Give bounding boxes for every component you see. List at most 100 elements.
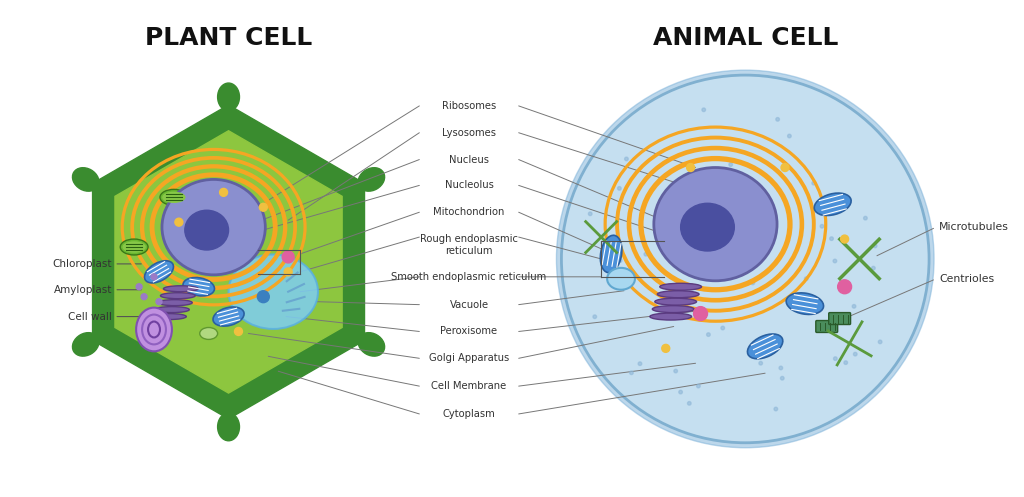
Text: Vacuole: Vacuole xyxy=(450,300,488,310)
Ellipse shape xyxy=(162,179,265,275)
Ellipse shape xyxy=(161,293,196,299)
Ellipse shape xyxy=(693,307,708,321)
Ellipse shape xyxy=(151,274,157,280)
Ellipse shape xyxy=(682,254,686,258)
Ellipse shape xyxy=(285,268,292,276)
Ellipse shape xyxy=(863,216,867,220)
Circle shape xyxy=(556,70,934,448)
Ellipse shape xyxy=(834,259,837,263)
Text: Ribosomes: Ribosomes xyxy=(442,101,497,111)
Ellipse shape xyxy=(120,239,148,255)
Ellipse shape xyxy=(234,328,243,335)
Ellipse shape xyxy=(829,237,834,241)
Ellipse shape xyxy=(358,167,385,191)
Ellipse shape xyxy=(257,291,269,303)
Ellipse shape xyxy=(657,291,699,298)
Ellipse shape xyxy=(638,362,642,365)
Ellipse shape xyxy=(358,332,385,356)
Ellipse shape xyxy=(805,277,808,280)
Ellipse shape xyxy=(674,369,678,373)
Ellipse shape xyxy=(681,250,685,254)
Ellipse shape xyxy=(650,313,691,320)
Ellipse shape xyxy=(617,186,622,190)
Ellipse shape xyxy=(844,361,848,364)
Text: PLANT CELL: PLANT CELL xyxy=(145,26,312,50)
Ellipse shape xyxy=(779,366,782,370)
Ellipse shape xyxy=(776,118,779,121)
Text: Nucleolus: Nucleolus xyxy=(444,180,494,190)
Ellipse shape xyxy=(671,243,675,247)
Text: Golgi Apparatus: Golgi Apparatus xyxy=(429,353,509,363)
Ellipse shape xyxy=(652,306,694,313)
Ellipse shape xyxy=(183,277,214,296)
Circle shape xyxy=(561,75,929,443)
Ellipse shape xyxy=(664,203,668,207)
Text: Peroxisome: Peroxisome xyxy=(440,327,498,336)
Ellipse shape xyxy=(618,259,622,262)
Ellipse shape xyxy=(144,261,173,283)
Ellipse shape xyxy=(812,181,815,185)
Ellipse shape xyxy=(759,361,763,365)
Ellipse shape xyxy=(679,390,682,394)
Ellipse shape xyxy=(163,192,184,202)
Text: ANIMAL CELL: ANIMAL CELL xyxy=(652,26,838,50)
Ellipse shape xyxy=(659,283,701,290)
Ellipse shape xyxy=(654,298,696,305)
Ellipse shape xyxy=(838,280,852,294)
Ellipse shape xyxy=(73,332,99,356)
Ellipse shape xyxy=(681,315,684,319)
Ellipse shape xyxy=(158,300,193,306)
Ellipse shape xyxy=(630,371,633,375)
Ellipse shape xyxy=(701,108,706,112)
FancyBboxPatch shape xyxy=(816,321,838,332)
Ellipse shape xyxy=(834,357,838,360)
Text: Cell wall: Cell wall xyxy=(69,312,113,322)
Text: Smooth endoplasmic reticulum: Smooth endoplasmic reticulum xyxy=(391,272,547,282)
Ellipse shape xyxy=(780,376,784,380)
Ellipse shape xyxy=(871,266,876,270)
Ellipse shape xyxy=(654,167,777,281)
Ellipse shape xyxy=(123,242,145,252)
Ellipse shape xyxy=(228,254,318,329)
Ellipse shape xyxy=(781,164,788,171)
Text: Microtubules: Microtubules xyxy=(939,222,1009,232)
Ellipse shape xyxy=(155,307,189,313)
Text: Lysosomes: Lysosomes xyxy=(442,128,496,138)
Ellipse shape xyxy=(687,164,694,171)
Ellipse shape xyxy=(160,189,187,205)
Text: Nucleus: Nucleus xyxy=(449,155,489,165)
Ellipse shape xyxy=(714,172,718,176)
Ellipse shape xyxy=(141,294,147,300)
Ellipse shape xyxy=(814,193,851,216)
Ellipse shape xyxy=(136,284,142,290)
Ellipse shape xyxy=(873,244,877,248)
Ellipse shape xyxy=(675,301,678,305)
Ellipse shape xyxy=(600,235,622,273)
Ellipse shape xyxy=(707,333,711,336)
Ellipse shape xyxy=(589,212,592,216)
Ellipse shape xyxy=(73,167,99,191)
Ellipse shape xyxy=(644,252,647,256)
Ellipse shape xyxy=(777,188,780,192)
Ellipse shape xyxy=(853,352,857,356)
Ellipse shape xyxy=(283,251,294,263)
Ellipse shape xyxy=(748,334,782,359)
Ellipse shape xyxy=(200,328,218,339)
Ellipse shape xyxy=(136,308,172,351)
Ellipse shape xyxy=(218,413,240,441)
Ellipse shape xyxy=(213,307,244,326)
Ellipse shape xyxy=(787,134,792,138)
Ellipse shape xyxy=(820,225,823,228)
Ellipse shape xyxy=(721,326,725,330)
Ellipse shape xyxy=(625,157,628,161)
Ellipse shape xyxy=(164,286,199,292)
Ellipse shape xyxy=(696,384,700,388)
Ellipse shape xyxy=(152,314,186,320)
Ellipse shape xyxy=(156,299,162,305)
Text: Rough endoplasmic
reticulum: Rough endoplasmic reticulum xyxy=(420,234,518,256)
Polygon shape xyxy=(92,105,365,419)
Ellipse shape xyxy=(774,407,777,411)
Text: Cytoplasm: Cytoplasm xyxy=(442,409,496,419)
Polygon shape xyxy=(115,131,342,393)
Ellipse shape xyxy=(662,344,670,352)
